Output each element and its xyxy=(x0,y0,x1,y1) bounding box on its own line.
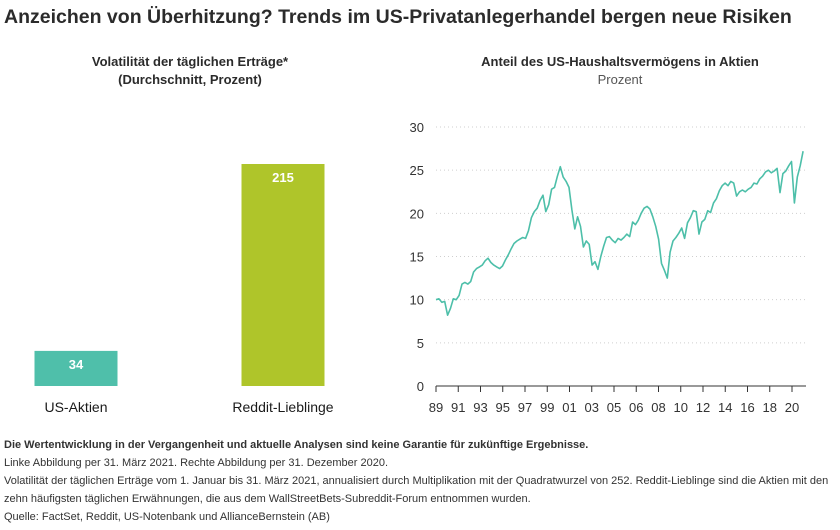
right-chart-title: Anteil des US-Haushaltsvermögens in Akti… xyxy=(420,53,820,89)
x-tick-label: 91 xyxy=(451,400,465,415)
x-tick-label: 97 xyxy=(518,400,532,415)
footnotes: Die Wertentwicklung in der Vergangenheit… xyxy=(4,436,836,526)
bar-category-label: Reddit-Lieblinge xyxy=(232,399,333,415)
y-tick-label: 5 xyxy=(417,336,424,351)
footnote-volatility: Volatilität der täglichen Erträge vom 1.… xyxy=(4,475,829,505)
left-chart-title: Volatilität der täglichen Erträge* (Durc… xyxy=(40,53,340,89)
bar-value-label: 215 xyxy=(272,170,294,185)
page-title: Anzeichen von Überhitzung? Trends im US-… xyxy=(4,6,792,28)
x-tick-label: 20 xyxy=(785,400,799,415)
series-line-household-equity-share xyxy=(435,151,804,316)
bar-1 xyxy=(241,164,325,386)
right-chart-subtitle: Prozent xyxy=(597,72,643,87)
x-tick-label: 12 xyxy=(696,400,710,415)
y-tick-label: 30 xyxy=(410,120,424,135)
y-tick-label: 20 xyxy=(410,206,424,221)
left-chart-subtitle: (Durchschnitt, Prozent) xyxy=(118,72,262,87)
y-tick-label: 10 xyxy=(410,293,424,308)
left-chart-title-text: Volatilität der täglichen Erträge* xyxy=(91,54,289,69)
y-tick-label: 0 xyxy=(417,379,424,394)
x-tick-label: 01 xyxy=(562,400,576,415)
x-tick-label: 05 xyxy=(607,400,621,415)
footnote-dates: Linke Abbildung per 31. März 2021. Recht… xyxy=(4,457,389,469)
footnote-disclaimer: Die Wertentwicklung in der Vergangenheit… xyxy=(4,439,589,451)
x-tick-label: 95 xyxy=(496,400,510,415)
bar-category-label: US-Aktien xyxy=(44,399,107,415)
footnote-source: Quelle: FactSet, Reddit, US-Notenbank un… xyxy=(4,511,330,523)
charts-canvas: 34US-Aktien215Reddit-Lieblinge0510152025… xyxy=(34,120,806,415)
y-tick-label: 15 xyxy=(410,250,424,265)
x-tick-label: 16 xyxy=(740,400,754,415)
x-tick-label: 03 xyxy=(585,400,599,415)
right-chart-title-text: Anteil des US-Haushaltsvermögens in Akti… xyxy=(481,54,759,69)
bar-value-label: 34 xyxy=(69,357,84,372)
x-tick-label: 93 xyxy=(473,400,487,415)
x-tick-label: 08 xyxy=(651,400,665,415)
x-tick-label: 14 xyxy=(718,400,732,415)
x-tick-label: 18 xyxy=(763,400,777,415)
bar-0 xyxy=(34,350,118,386)
x-tick-label: 89 xyxy=(429,400,443,415)
x-tick-label: 06 xyxy=(629,400,643,415)
x-tick-label: 10 xyxy=(674,400,688,415)
x-tick-label: 99 xyxy=(540,400,554,415)
y-tick-label: 25 xyxy=(410,163,424,178)
